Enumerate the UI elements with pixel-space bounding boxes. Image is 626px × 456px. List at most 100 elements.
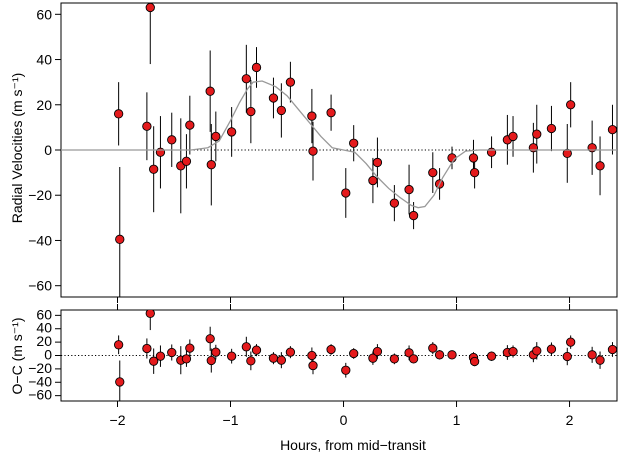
resid-data-point <box>155 351 166 361</box>
main-data-point <box>368 175 378 186</box>
main-data-point <box>508 131 518 142</box>
resid-data-point <box>226 351 237 361</box>
main-data-point <box>268 93 279 103</box>
resid-data-point <box>149 356 159 366</box>
resid-data-point <box>595 355 605 365</box>
resid-data-point <box>469 356 480 367</box>
resid-data-point <box>115 377 125 387</box>
main-data-point <box>389 198 400 208</box>
main-data-point <box>546 123 557 134</box>
resid-data-point <box>532 346 542 356</box>
main-data-point <box>307 111 317 121</box>
resid-y-tick-label: −60 <box>28 387 52 403</box>
main-y-tick-label: −40 <box>28 232 52 248</box>
resid-data-point <box>341 365 351 375</box>
resid-y-tick-label: 20 <box>36 333 52 349</box>
main-data-point <box>113 109 124 119</box>
resid-data-point <box>205 334 215 344</box>
resid-x-tick-label: −1 <box>223 412 239 428</box>
resid-data-point <box>185 343 195 353</box>
main-data-point <box>341 188 351 198</box>
resid-data-point <box>268 353 279 363</box>
resid-data-point <box>486 351 497 361</box>
main-data-point <box>276 105 287 116</box>
resid-data-point <box>428 343 438 353</box>
main-y-tick-label: 20 <box>36 97 52 113</box>
main-data-point <box>211 131 221 142</box>
resid-data-point <box>566 337 576 347</box>
main-data-point <box>205 86 215 96</box>
x-axis-label: Hours, from mid−transit <box>280 437 426 453</box>
resid-data-point <box>113 340 124 350</box>
main-data-point <box>607 124 617 135</box>
resid-data-point <box>349 348 359 359</box>
main-data-point <box>149 164 159 174</box>
resid-y-tick-label: 0 <box>44 347 52 363</box>
resid-y-tick-label: 60 <box>36 306 52 322</box>
main-data-point <box>528 143 539 153</box>
main-data-point <box>349 138 359 148</box>
resid-data-point <box>142 343 152 354</box>
main-y-tick-label: −60 <box>28 278 52 294</box>
main-y-tick-label: 0 <box>44 142 52 158</box>
main-data-point <box>142 121 152 131</box>
resid-data-point <box>246 356 256 366</box>
resid-data-point <box>408 354 419 364</box>
main-y-tick-label: 60 <box>36 6 52 22</box>
main-data-point <box>468 153 479 163</box>
resid-x-tick-label: −2 <box>110 412 126 428</box>
resid-data-point <box>546 344 557 354</box>
resid-data-area <box>113 310 617 401</box>
main-data-point <box>251 62 262 73</box>
resid-data-point <box>607 344 617 355</box>
main-data-point <box>206 160 216 170</box>
resid-data-point <box>181 354 192 364</box>
main-data-point <box>167 135 177 145</box>
resid-data-point <box>434 350 445 360</box>
resid-data-point <box>206 355 216 366</box>
main-data-point <box>372 157 383 168</box>
resid-data-point <box>308 360 318 371</box>
main-data-point <box>404 184 414 195</box>
resid-x-tick-label: 1 <box>453 412 461 428</box>
resid-data-point <box>276 355 287 365</box>
resid-x-tick-label: 0 <box>340 412 348 428</box>
main-data-point <box>532 129 542 139</box>
resid-data-point <box>372 346 383 357</box>
resid-data-point <box>508 346 518 357</box>
main-data-point <box>428 167 438 178</box>
resid-data-point <box>447 350 457 360</box>
resid-data-point <box>145 310 155 318</box>
main-data-point <box>181 156 192 166</box>
main-data-point <box>587 143 597 153</box>
main-data-point <box>562 148 572 159</box>
main-data-point <box>241 74 251 84</box>
main-data-point <box>145 3 155 13</box>
residuals-y-axis-label: O−C (m s⁻¹) <box>9 318 25 395</box>
main-y-tick-label: 40 <box>36 52 52 68</box>
resid-data-point <box>326 344 336 355</box>
resid-data-point <box>285 347 296 357</box>
resid-data-point <box>167 347 177 358</box>
main-panel: −60 −40 −20 0 20 40 60 <box>28 2 618 303</box>
resid-data-point <box>587 350 597 360</box>
resid-data-point <box>211 347 221 357</box>
resid-y-tick-label: 40 <box>36 320 52 336</box>
resid-data-point <box>241 342 251 352</box>
resid-data-point <box>562 351 572 362</box>
main-data-point <box>408 210 419 221</box>
main-data-point <box>246 106 256 117</box>
main-y-tick-label: −20 <box>28 187 52 203</box>
main-data-point <box>326 108 336 118</box>
main-data-point <box>155 147 166 157</box>
main-data-point <box>469 167 480 178</box>
main-data-area <box>61 3 617 297</box>
resid-y-tick-label: −20 <box>28 360 52 376</box>
resid-y-tick-label: −40 <box>28 373 52 389</box>
main-y-axis-label: Radial Velocities (m s⁻¹) <box>9 73 25 224</box>
resid-x-tick-label: 2 <box>566 412 574 428</box>
main-data-point <box>595 161 605 171</box>
main-data-point <box>185 120 195 130</box>
